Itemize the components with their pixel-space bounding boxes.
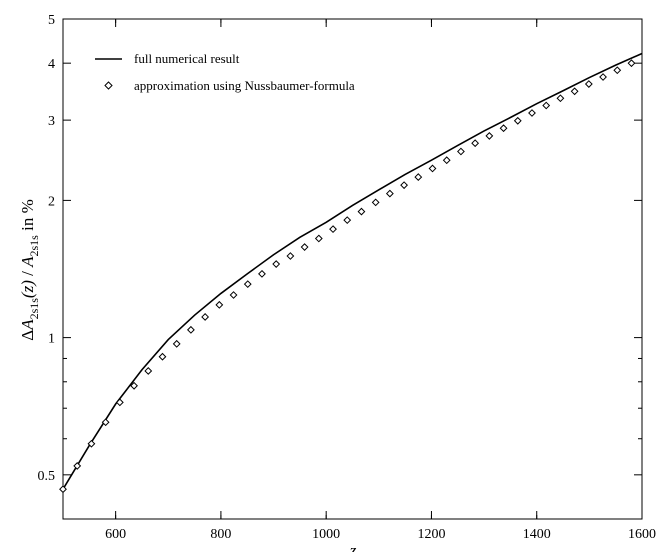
- marker-point-39: [613, 66, 622, 75]
- marker-point-17: [300, 243, 309, 251]
- series-1: [59, 59, 636, 494]
- marker-point-21: [357, 207, 366, 216]
- marker-point-10: [201, 313, 210, 321]
- x-tick-label-1200: 1200: [417, 527, 445, 542]
- y-tick-label-1: 1: [48, 332, 55, 347]
- marker-point-26: [428, 164, 437, 173]
- marker-point-27: [442, 156, 451, 165]
- x-tick-label-600: 600: [105, 527, 126, 542]
- y-axis-label: ΔA2s1s(z) / A2s1s in %: [18, 199, 41, 340]
- marker-point-32: [513, 116, 522, 125]
- marker-point-4: [115, 398, 124, 407]
- y-label-slash: /: [18, 267, 37, 280]
- marker-point-36: [570, 87, 579, 96]
- y-tick-label-0.5: 0.5: [38, 469, 56, 484]
- marker-point-15: [272, 260, 281, 268]
- marker-point-34: [542, 101, 551, 110]
- marker-point-11: [215, 300, 224, 309]
- y-label-sub1: 2s1s: [27, 298, 41, 320]
- marker-point-31: [499, 124, 508, 133]
- x-tick-label-1600: 1600: [628, 527, 656, 542]
- marker-point-37: [584, 80, 593, 88]
- y-tick-label-3: 3: [48, 114, 55, 129]
- marker-point-14: [258, 269, 266, 278]
- legend-label-nussbaumer: approximation using Nussbaumer-formula: [134, 78, 355, 93]
- y-label-delta: Δ: [18, 330, 37, 341]
- marker-point-24: [400, 181, 408, 190]
- marker-point-38: [599, 73, 607, 81]
- x-tick-label-1400: 1400: [523, 527, 551, 542]
- marker-point-22: [371, 198, 380, 207]
- marker-point-29: [471, 139, 480, 148]
- marker-point-7: [158, 352, 167, 361]
- marker-point-16: [286, 252, 295, 260]
- marker-point-9: [186, 325, 195, 334]
- marker-point-8: [172, 339, 181, 348]
- legend-label-full-numerical: full numerical result: [134, 51, 240, 66]
- y-tick-label-4: 4: [48, 57, 55, 72]
- marker-point-23: [385, 189, 394, 198]
- marker-point-6: [144, 367, 153, 375]
- y-tick-label-2: 2: [48, 194, 55, 209]
- y-label-suffix: in %: [18, 199, 37, 235]
- legend-diamond-swatch: [104, 81, 113, 90]
- legend: full numerical result approximation usin…: [95, 51, 355, 93]
- series-0: [62, 52, 643, 490]
- marker-point-18: [314, 234, 323, 243]
- y-label-a1: A: [18, 319, 37, 331]
- marker-point-40: [627, 59, 636, 68]
- marker-point-25: [414, 173, 423, 181]
- marker-point-20: [343, 216, 352, 225]
- marker-point-19: [329, 225, 337, 234]
- marker-point-12: [229, 291, 238, 299]
- marker-point-30: [485, 132, 494, 140]
- marker-point-5: [130, 381, 138, 390]
- x-axis-label: z: [349, 541, 357, 552]
- marker-point-13: [243, 280, 252, 289]
- marker-point-35: [556, 94, 565, 103]
- y-tick-label-5: 5: [48, 13, 55, 28]
- ticks: 600 800 1000 1200 1400 1600 0.5 1 2 3 4 5: [38, 13, 657, 542]
- marker-point-1: [73, 462, 82, 470]
- marker-point-3: [101, 418, 110, 427]
- marker-point-33: [528, 109, 536, 117]
- y-label-sub2: 2s1s: [27, 235, 41, 257]
- marker-point-0: [59, 485, 67, 494]
- y-label-a2: A: [18, 256, 37, 268]
- series-line-full-numerical: [62, 52, 643, 490]
- marker-point-2: [87, 439, 96, 448]
- series-layer: [59, 52, 643, 494]
- y-label-paren: (z): [18, 280, 37, 298]
- marker-point-28: [457, 147, 465, 156]
- x-tick-label-800: 800: [210, 527, 231, 542]
- x-tick-label-1000: 1000: [312, 527, 340, 542]
